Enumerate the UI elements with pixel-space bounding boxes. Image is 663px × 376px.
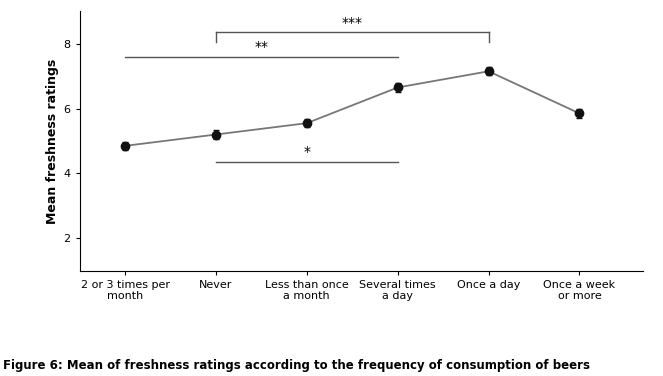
Y-axis label: Mean freshness ratings: Mean freshness ratings <box>46 58 59 224</box>
Text: **: ** <box>255 40 269 54</box>
Text: Figure 6: Mean of freshness ratings according to the frequency of consumption of: Figure 6: Mean of freshness ratings acco… <box>3 359 590 372</box>
Text: *: * <box>303 146 310 159</box>
Text: ***: *** <box>341 16 363 30</box>
